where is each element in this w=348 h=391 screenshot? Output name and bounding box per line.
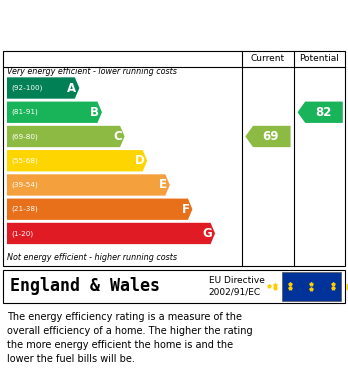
Text: Potential: Potential bbox=[299, 54, 339, 63]
Text: (39-54): (39-54) bbox=[11, 182, 38, 188]
Text: EU Directive
2002/91/EC: EU Directive 2002/91/EC bbox=[209, 276, 265, 297]
Polygon shape bbox=[245, 126, 291, 147]
Text: 69: 69 bbox=[262, 130, 279, 143]
Text: Very energy efficient - lower running costs: Very energy efficient - lower running co… bbox=[7, 67, 177, 76]
Text: A: A bbox=[68, 81, 77, 95]
Text: G: G bbox=[203, 227, 212, 240]
Text: The energy efficiency rating is a measure of the
overall efficiency of a home. T: The energy efficiency rating is a measur… bbox=[7, 312, 253, 364]
Polygon shape bbox=[7, 150, 147, 171]
Text: Not energy efficient - higher running costs: Not energy efficient - higher running co… bbox=[7, 253, 177, 262]
Polygon shape bbox=[7, 223, 215, 244]
Polygon shape bbox=[7, 199, 192, 220]
Text: B: B bbox=[90, 106, 99, 119]
Text: (92-100): (92-100) bbox=[11, 85, 42, 91]
Text: 82: 82 bbox=[315, 106, 332, 119]
Text: D: D bbox=[135, 154, 144, 167]
Text: (81-91): (81-91) bbox=[11, 109, 38, 115]
Text: C: C bbox=[113, 130, 122, 143]
Text: F: F bbox=[182, 203, 190, 216]
Bar bbox=[282, 271, 341, 301]
Polygon shape bbox=[7, 102, 102, 123]
Text: (69-80): (69-80) bbox=[11, 133, 38, 140]
Text: (55-68): (55-68) bbox=[11, 158, 38, 164]
Text: (1-20): (1-20) bbox=[11, 230, 33, 237]
Polygon shape bbox=[7, 174, 170, 196]
Text: E: E bbox=[159, 178, 167, 192]
Text: England & Wales: England & Wales bbox=[10, 277, 160, 296]
Polygon shape bbox=[7, 126, 125, 147]
Text: Energy Efficiency Rating: Energy Efficiency Rating bbox=[9, 18, 238, 36]
Text: Current: Current bbox=[251, 54, 285, 63]
Polygon shape bbox=[7, 77, 79, 99]
Text: (21-38): (21-38) bbox=[11, 206, 38, 212]
Polygon shape bbox=[298, 102, 343, 123]
